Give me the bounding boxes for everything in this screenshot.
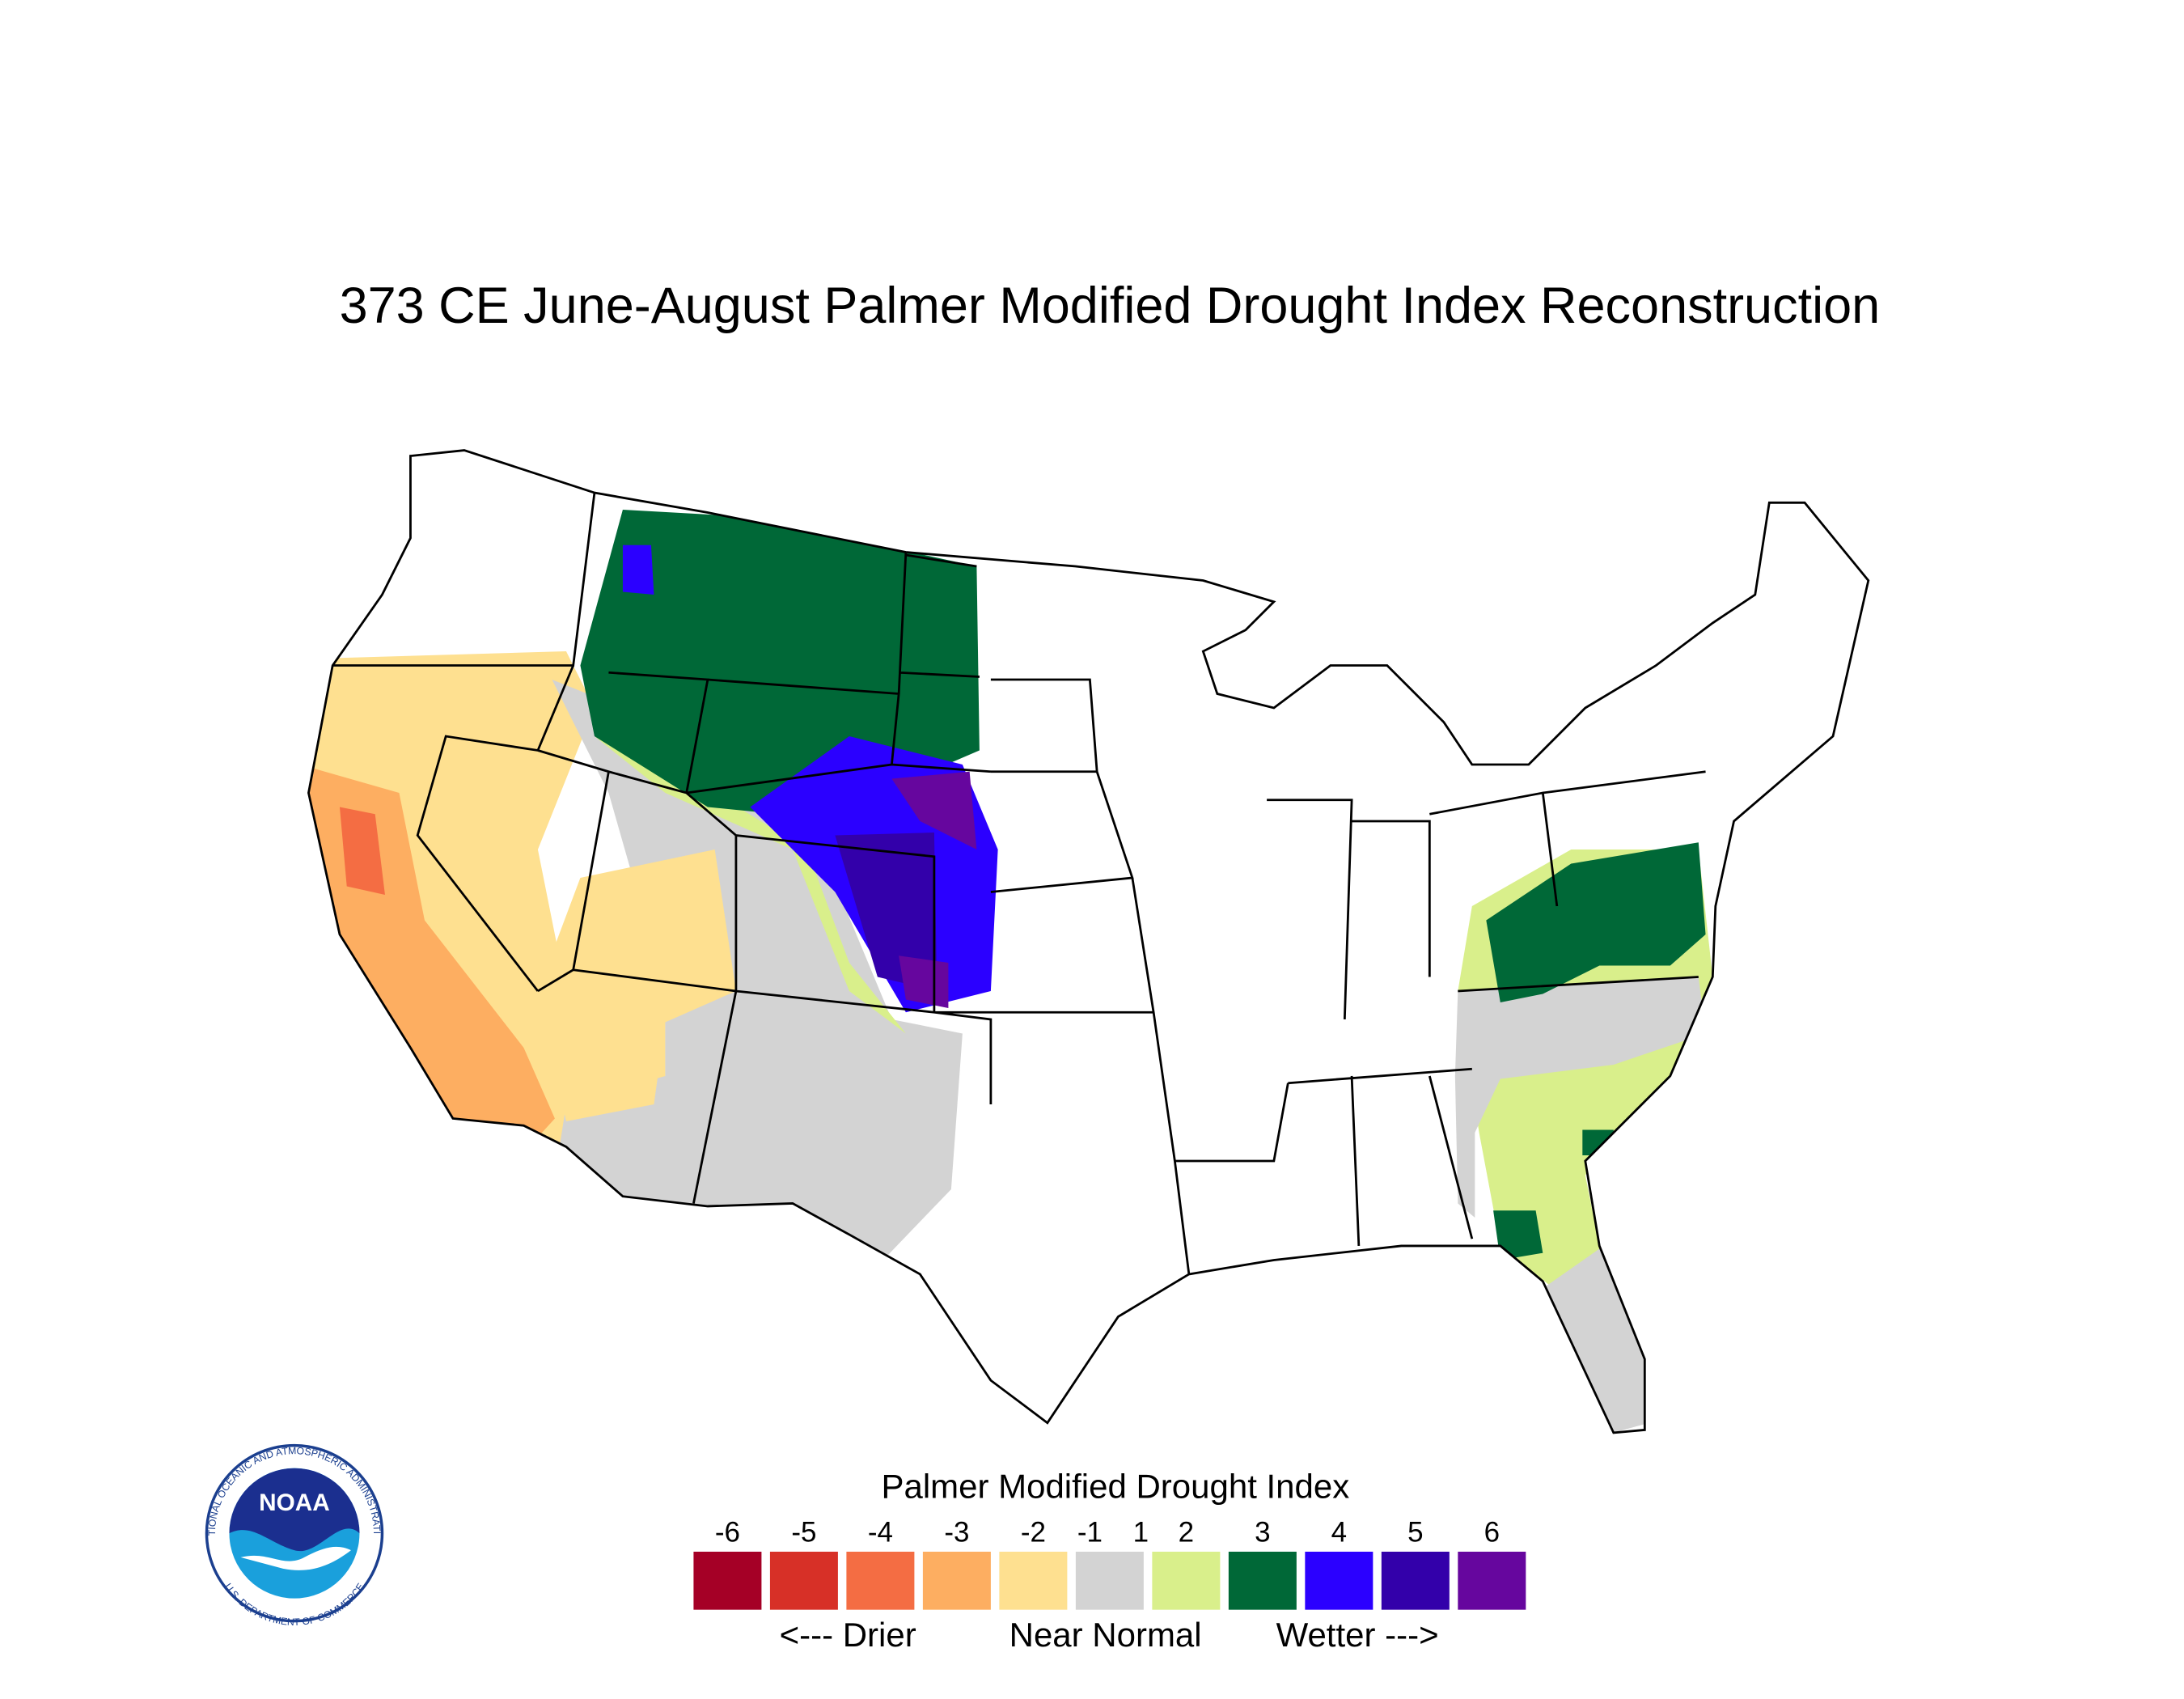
region: [594, 736, 906, 1034]
region: [1493, 1210, 1543, 1260]
boundaries: [307, 449, 1870, 1434]
region: [537, 850, 736, 1121]
legend-label: 1: [1133, 1517, 1149, 1549]
legend-label: -3: [944, 1517, 969, 1549]
region: [1582, 1129, 1614, 1155]
title: 373 CE June-August Palmer Modified Droug…: [340, 278, 1881, 334]
region: [891, 771, 977, 850]
legend-swatch: [1381, 1551, 1450, 1610]
legend-label: -1: [1077, 1517, 1103, 1549]
region: [552, 680, 963, 1263]
legend-label: 5: [1407, 1517, 1423, 1549]
legend-swatch: [846, 1551, 915, 1610]
region: [1486, 842, 1706, 1002]
legend-title: Palmer Modified Drought Index: [881, 1467, 1349, 1505]
region: [899, 955, 949, 1008]
region: [622, 544, 654, 595]
legend-swatch: [693, 1551, 762, 1610]
legend-swatch: [999, 1551, 1068, 1610]
legend: Palmer Modified Drought Index -6 -5 -4 -3 -2…: [693, 1467, 1526, 1654]
legend-caption: Near Normal: [1009, 1616, 1202, 1654]
legend-label: -6: [715, 1517, 740, 1549]
legend-label: -5: [791, 1517, 816, 1549]
legend-caption: <--- Drier: [780, 1616, 916, 1654]
region: [1543, 1248, 1649, 1433]
legend-label: 3: [1255, 1517, 1270, 1549]
legend-swatch: [1228, 1551, 1297, 1610]
legend-swatch: [1458, 1551, 1526, 1610]
logo-name: NOAA: [259, 1489, 330, 1516]
legend-swatch: [1152, 1551, 1221, 1610]
legend-label: -4: [868, 1517, 893, 1549]
region: [580, 510, 980, 819]
logo-top: [229, 1468, 360, 1552]
legend-swatch: [1075, 1551, 1144, 1610]
legend-caption: Wetter --->: [1276, 1616, 1439, 1654]
legend-label: 6: [1484, 1517, 1500, 1549]
legend-swatch: [1305, 1551, 1373, 1610]
legend-swatch: [769, 1551, 838, 1610]
legend-label: 2: [1179, 1517, 1194, 1549]
region: [835, 833, 938, 991]
region: [339, 807, 385, 895]
logo-gull: [240, 1546, 351, 1570]
region: [1454, 977, 1706, 1218]
legend-label: -2: [1021, 1517, 1046, 1549]
legend-swatch: [922, 1551, 991, 1610]
legend-label: 4: [1331, 1517, 1347, 1549]
